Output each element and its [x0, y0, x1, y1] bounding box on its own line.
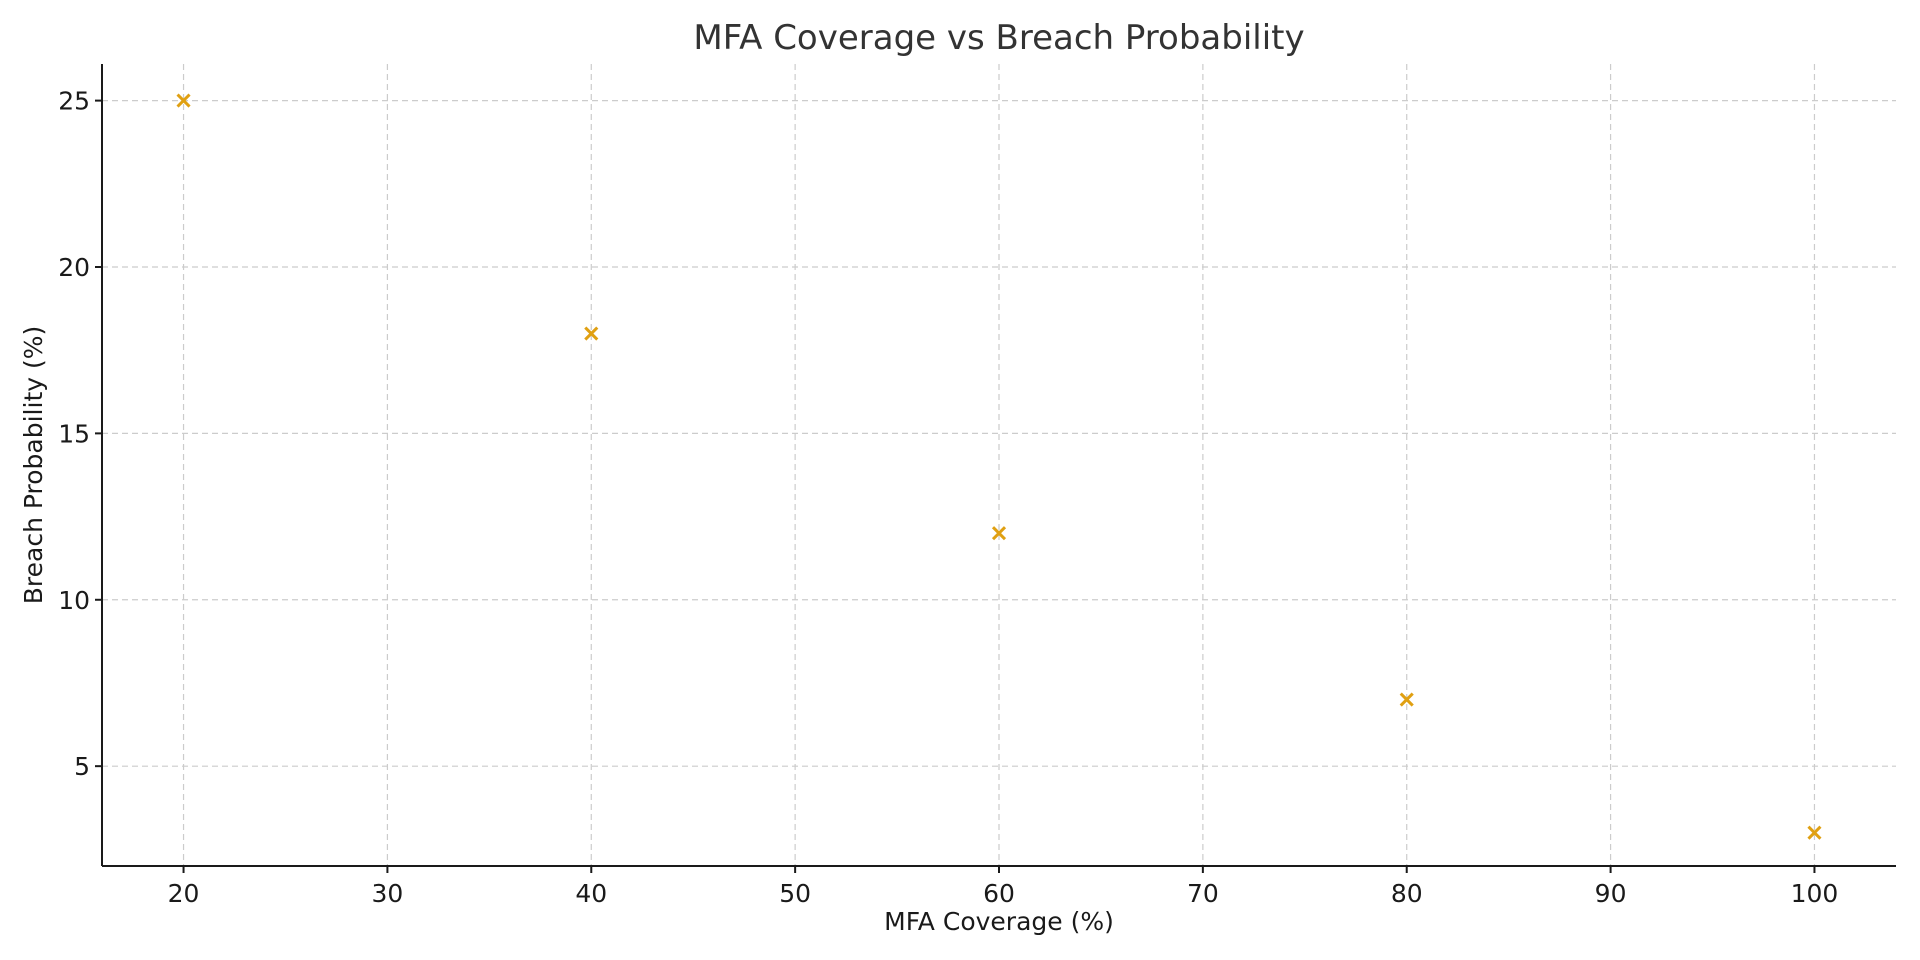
data-point	[1399, 692, 1414, 707]
x-tick-label: 50	[779, 879, 811, 908]
y-tick-label: 25	[58, 87, 90, 116]
data-point	[176, 93, 191, 108]
x-tick-label: 30	[372, 879, 404, 908]
y-tick-label: 15	[58, 419, 90, 448]
x-tick-label: 80	[1391, 879, 1423, 908]
y-tick-label: 20	[58, 253, 90, 282]
chart-title: MFA Coverage vs Breach Probability	[693, 18, 1304, 58]
y-tick-label: 5	[74, 752, 90, 781]
data-points	[176, 93, 1822, 840]
x-tick-label: 70	[1187, 879, 1219, 908]
y-tick-label: 10	[58, 586, 90, 615]
x-tick-label: 90	[1595, 879, 1627, 908]
x-tick-label: 60	[983, 879, 1015, 908]
ticks: 20 30 40 50 60 70 80 90 100 5 10 15 20 25	[58, 87, 1838, 908]
grid	[102, 64, 1896, 866]
data-point	[584, 326, 599, 341]
x-axis-label: MFA Coverage (%)	[884, 907, 1114, 936]
y-axis-label: Breach Probability (%)	[19, 326, 48, 604]
data-point	[1807, 825, 1822, 840]
x-tick-label: 20	[168, 879, 200, 908]
x-tick-label: 100	[1791, 879, 1839, 908]
x-tick-label: 40	[575, 879, 607, 908]
data-point	[991, 526, 1007, 541]
